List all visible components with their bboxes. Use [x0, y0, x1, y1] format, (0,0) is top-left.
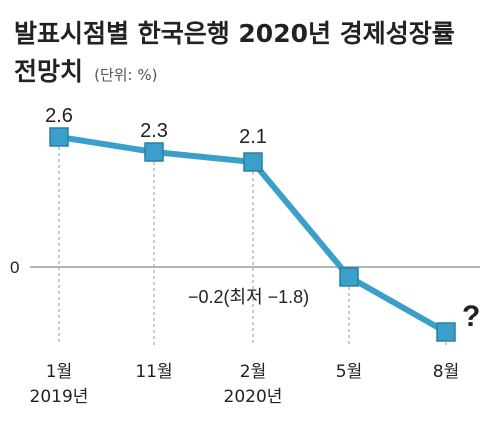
point-labels: 2.6 2.3 2.1 −0.2(최저 −1.8)? — [45, 105, 480, 333]
guide-lines — [58, 147, 447, 345]
category-label: 8월 — [433, 362, 459, 382]
data-label: 2.6 — [45, 105, 73, 127]
data-point-marker — [243, 152, 263, 172]
data-label: 2.1 — [239, 126, 267, 148]
category-year-label: 2020년 — [224, 387, 283, 407]
data-point-marker — [436, 322, 456, 342]
data-point-marker — [49, 127, 69, 147]
data-point-marker — [144, 142, 164, 162]
data-label: 2.3 — [140, 120, 168, 142]
series-group — [49, 127, 456, 342]
category-label: 2월 — [240, 362, 266, 382]
data-point-marker — [339, 267, 359, 287]
chart-title-line2-row: 전망치 (단위: %) — [14, 57, 158, 86]
y-tick-label: 0 — [10, 258, 19, 277]
category-label: 1월 — [46, 362, 72, 382]
chart-title: 발표시점별 한국은행 2020년 경제성장률 — [14, 19, 455, 48]
axis-group: 0 — [10, 258, 480, 277]
chart-title-line2: 전망치 — [14, 57, 83, 86]
unit-label: (단위: %) — [94, 66, 157, 84]
unknown-value-label: ? — [462, 300, 480, 333]
category-label: 11월 — [135, 362, 172, 382]
category-year-label: 2019년 — [30, 387, 89, 407]
category-labels: 1월 2019년 11월 2월 2020년 5월 8월 — [30, 362, 460, 407]
category-label: 5월 — [336, 362, 362, 382]
data-label: −0.2(최저 −1.8) — [188, 287, 309, 307]
